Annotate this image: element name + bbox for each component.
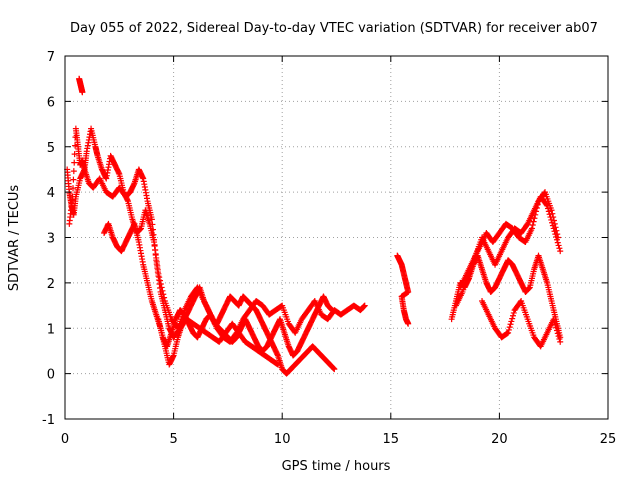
data-point <box>156 274 163 281</box>
data-point <box>159 287 166 294</box>
data-point <box>70 185 77 192</box>
data-point <box>555 234 562 241</box>
data-point <box>506 324 513 331</box>
x-tick-label: 5 <box>169 432 177 447</box>
y-tick-label: 6 <box>47 95 55 110</box>
y-tick-label: 1 <box>47 322 55 337</box>
x-tick-label: 0 <box>61 432 69 447</box>
data-point <box>157 281 164 288</box>
data-point <box>554 330 561 337</box>
y-tick-label: 2 <box>47 277 55 292</box>
data-point <box>531 215 538 222</box>
y-tick-label: 0 <box>47 368 55 383</box>
y-tick-label: 5 <box>47 141 55 156</box>
y-tick-label: 4 <box>47 186 55 201</box>
data-point <box>528 225 535 232</box>
data-point <box>552 224 559 231</box>
y-tick-label: 7 <box>47 50 55 65</box>
data-point <box>550 214 557 221</box>
data-point <box>529 222 536 229</box>
data-point <box>509 315 516 322</box>
data-point <box>507 321 514 328</box>
data-point <box>553 227 560 234</box>
data-point <box>557 248 564 255</box>
data-point <box>555 242 562 249</box>
data-point <box>549 210 556 217</box>
data-point <box>551 220 558 227</box>
data-point <box>533 208 540 215</box>
data-point <box>161 294 168 301</box>
data-point <box>550 217 557 224</box>
data-point <box>554 239 561 246</box>
data-point <box>556 336 563 343</box>
data-point <box>552 321 559 328</box>
series-track-i <box>457 189 562 291</box>
data-point <box>157 277 164 284</box>
chart-title: Day 055 of 2022, Sidereal Day-to-day VTE… <box>70 21 598 36</box>
data-point <box>160 291 167 298</box>
series-track-j <box>479 298 564 350</box>
data-point <box>553 327 560 334</box>
data-point <box>405 320 412 327</box>
data-point <box>508 318 515 325</box>
data-point <box>505 329 512 336</box>
series-track-e <box>155 293 336 359</box>
data-point <box>530 218 537 225</box>
data-point <box>534 201 541 208</box>
data-point <box>533 205 540 212</box>
data-point <box>505 326 512 333</box>
data-point <box>532 211 539 218</box>
data-point <box>543 201 550 208</box>
data-point <box>361 302 368 309</box>
x-tick-label: 15 <box>383 432 400 447</box>
data-point <box>70 176 77 183</box>
axes-ticks: 0 5 10 15 20 25 -1 0 1 2 3 4 5 6 7 <box>42 50 616 447</box>
x-tick-label: 20 <box>491 432 508 447</box>
x-tick-label: 25 <box>600 432 617 447</box>
data-point <box>69 193 76 200</box>
data-point <box>329 307 336 314</box>
data-point <box>509 312 516 319</box>
y-axis-label: SDTVAR / TECUs <box>7 185 22 292</box>
series-track-f <box>394 252 412 327</box>
data-point <box>79 89 86 96</box>
x-tick-label: 10 <box>274 432 291 447</box>
data-point <box>331 366 338 373</box>
data-point <box>555 333 562 340</box>
series-track-c <box>76 75 86 96</box>
data-point <box>553 324 560 331</box>
data-markers <box>64 75 564 377</box>
data-point <box>557 338 564 345</box>
data-point <box>70 168 77 175</box>
data-point <box>545 208 552 215</box>
data-point <box>158 284 165 291</box>
data-point <box>548 207 555 214</box>
data-point <box>71 159 78 166</box>
data-point <box>554 231 561 238</box>
y-tick-label: -1 <box>42 413 55 428</box>
data-point <box>556 245 563 252</box>
data-point <box>155 270 162 277</box>
data-point <box>72 142 79 149</box>
y-tick-label: 3 <box>47 232 55 247</box>
x-axis-label: GPS time / hours <box>282 459 391 474</box>
data-point <box>510 309 517 316</box>
data-point <box>551 319 558 326</box>
data-point <box>550 316 557 323</box>
